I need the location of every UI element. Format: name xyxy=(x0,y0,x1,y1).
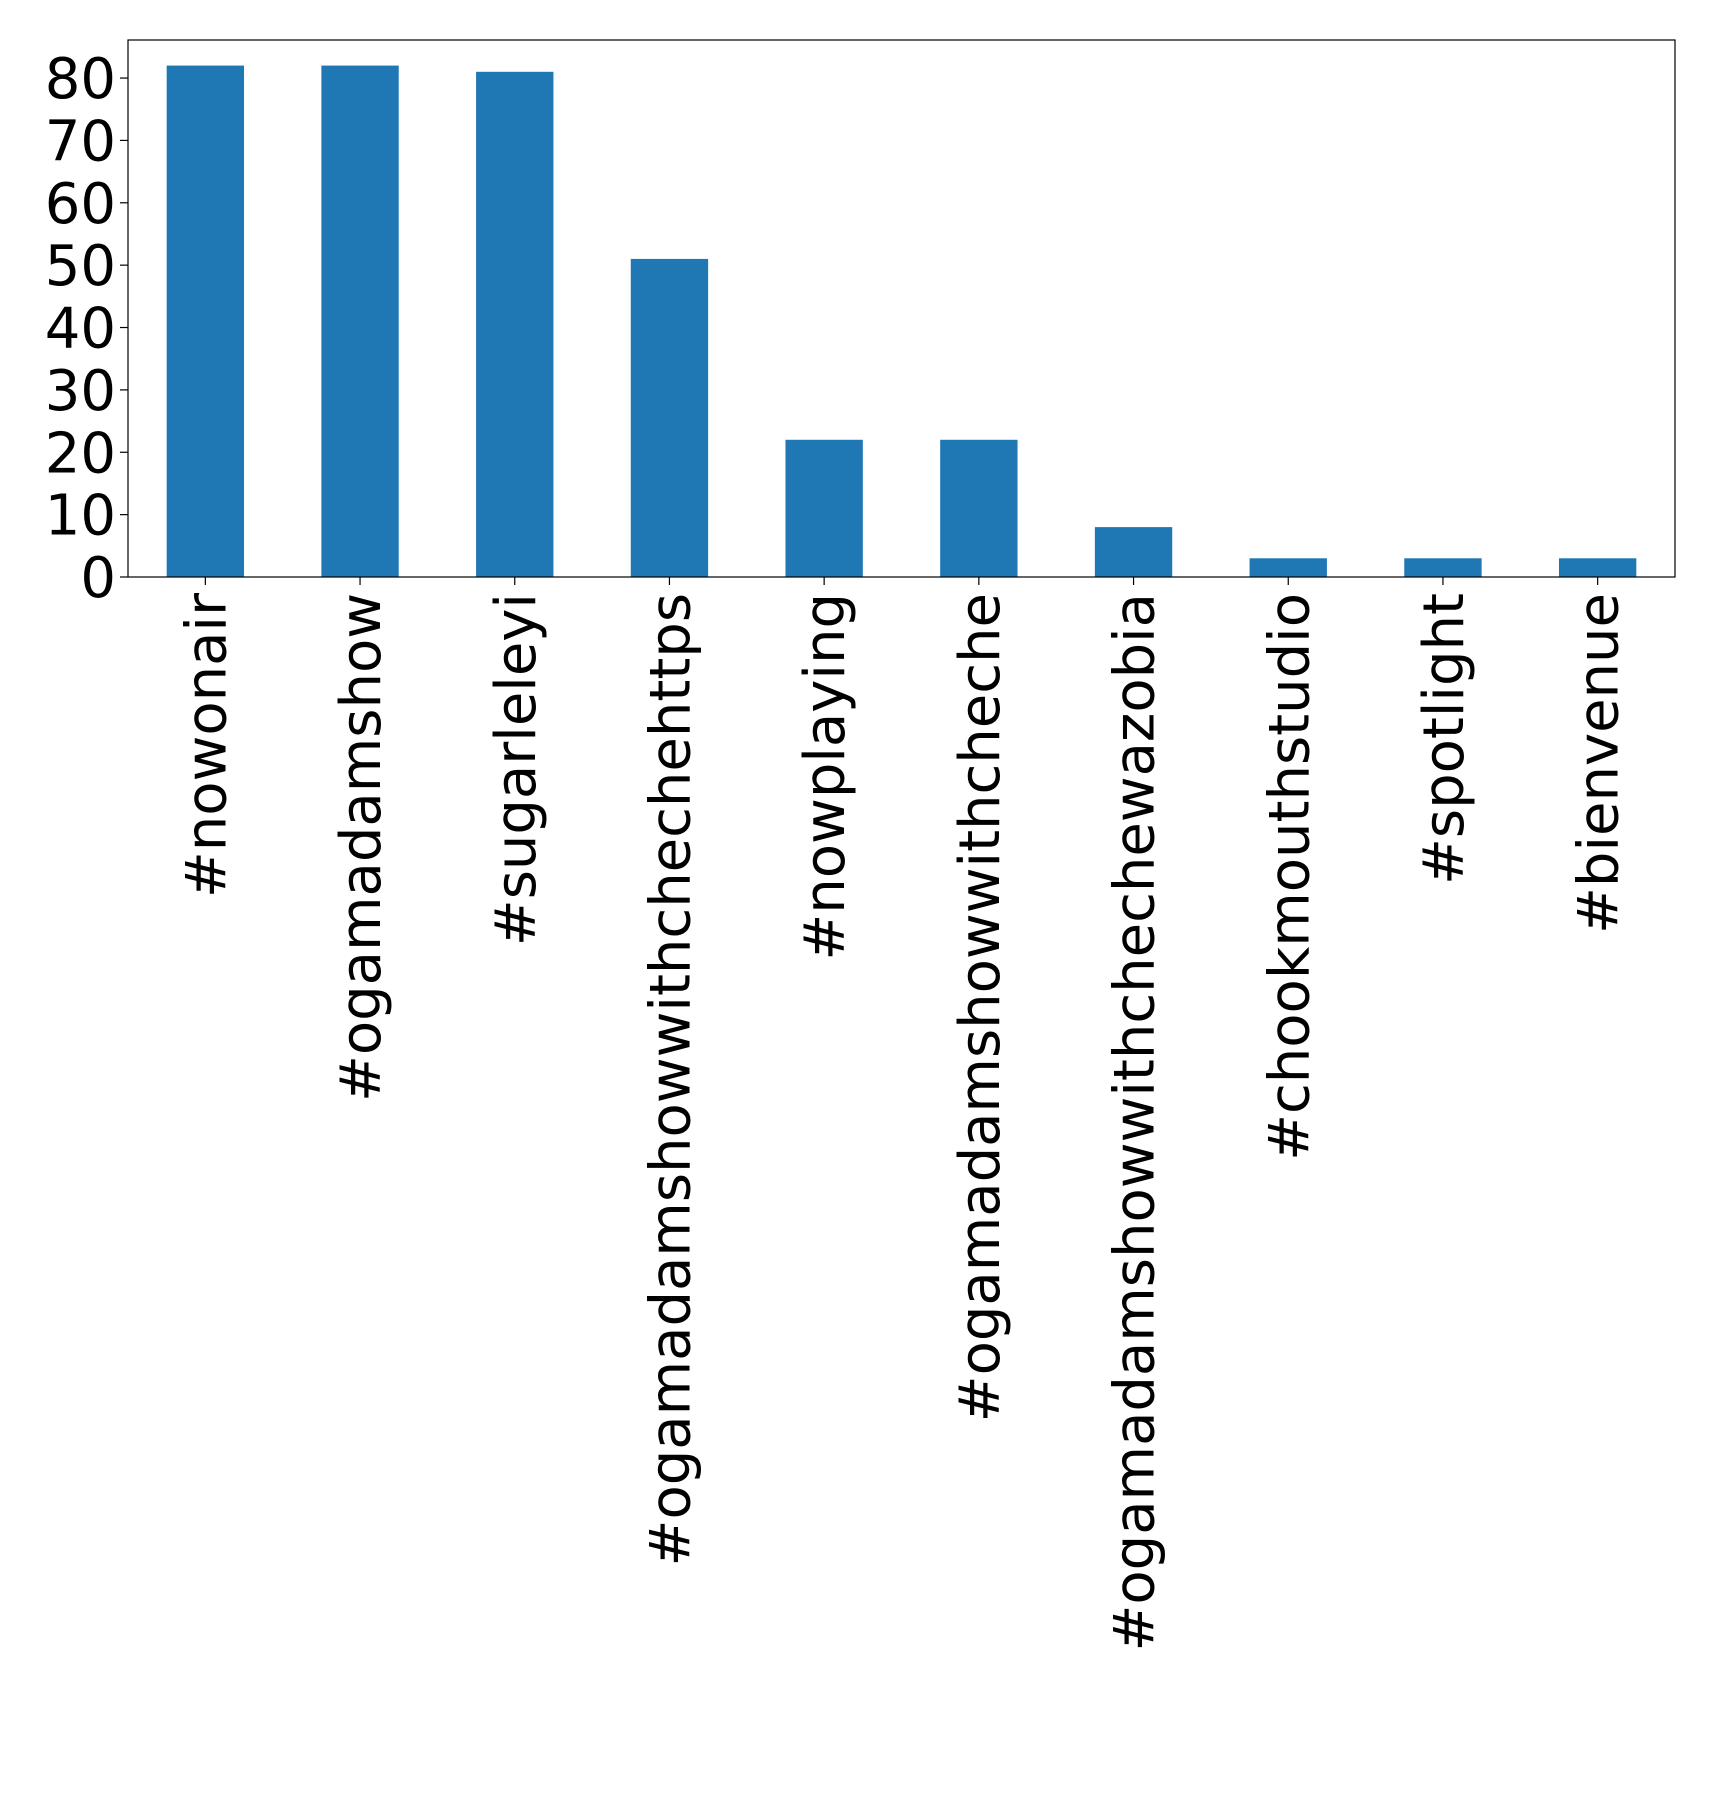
x-tick-label-sugarleleyi: #sugarleleyi xyxy=(484,593,549,946)
y-tick-label-30: 30 xyxy=(45,359,116,424)
y-tick-label-50: 50 xyxy=(45,234,116,299)
y-tick-label-0: 0 xyxy=(80,546,116,611)
bar-nowonair xyxy=(166,65,245,578)
x-tick-label-chookmouthstudio: #chookmouthstudio xyxy=(1257,593,1322,1161)
y-tick-label-80: 80 xyxy=(45,47,116,112)
bar-chookmouthstudio xyxy=(1249,558,1327,577)
bar-ogamadamshowwithchechehttps xyxy=(630,258,709,577)
bar-sugarleleyi xyxy=(476,71,554,578)
bar-bienvenue xyxy=(1558,558,1637,577)
bar-ogamadamshowwithchechewazobia xyxy=(1094,527,1173,577)
y-tick-label-70: 70 xyxy=(45,109,116,174)
y-tick-label-40: 40 xyxy=(45,297,116,362)
x-tick-label-ogamadamshow: #ogamadamshow xyxy=(329,593,394,1102)
bar-ogamadamshow xyxy=(321,65,399,578)
x-tick-label-ogamadamshowwithchechewazobia: #ogamadamshowwithchechewazobia xyxy=(1103,593,1168,1652)
plot-frame xyxy=(127,39,1676,578)
x-tick-label-ogamadamshowwithcheche: #ogamadamshowwithcheche xyxy=(948,593,1013,1422)
bar-nowplaying xyxy=(785,439,863,577)
x-axis: #nowonair #ogamadamshow #sugarleleyi #ogama… xyxy=(174,577,1632,1652)
bar-spotlight xyxy=(1404,558,1482,577)
x-tick-label-nowplaying: #nowplaying xyxy=(793,593,858,961)
x-tick-label-spotlight: #spotlight xyxy=(1412,593,1477,885)
bar-ogamadamshowwithcheche xyxy=(940,439,1018,577)
y-tick-label-10: 10 xyxy=(45,484,116,549)
bars-group xyxy=(166,65,1637,578)
x-tick-label-bienvenue: #bienvenue xyxy=(1567,593,1632,934)
x-tick-label-ogamadamshowwithchechehttps: #ogamadamshowwithchechehttps xyxy=(638,593,703,1566)
y-tick-label-60: 60 xyxy=(45,172,116,237)
x-tick-label-nowonair: #nowonair xyxy=(174,592,239,898)
y-tick-label-20: 20 xyxy=(45,421,116,486)
